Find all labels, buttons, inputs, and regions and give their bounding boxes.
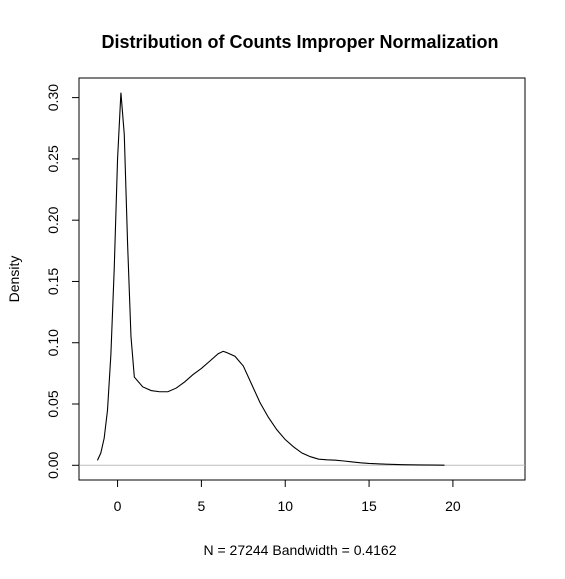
x-tick-label: 10 xyxy=(277,498,293,514)
x-axis-label: N = 27244 Bandwidth = 0.4162 xyxy=(203,542,396,558)
plot-frame xyxy=(78,77,526,481)
y-tick-label: 0.25 xyxy=(45,145,61,172)
y-axis-label: Density xyxy=(6,256,22,303)
x-tick-label: 15 xyxy=(361,498,377,514)
y-tick-label: 0.15 xyxy=(45,268,61,295)
y-tick-label: 0.00 xyxy=(45,451,61,478)
chart-title: Distribution of Counts Improper Normaliz… xyxy=(102,32,499,52)
y-tick-label: 0.10 xyxy=(45,329,61,356)
x-tick-label: 20 xyxy=(445,498,461,514)
y-tick-label: 0.30 xyxy=(45,84,61,111)
y-tick-label: 0.05 xyxy=(45,390,61,417)
density-series-line-0 xyxy=(96,92,445,466)
x-tick-label: 5 xyxy=(198,498,206,514)
y-tick-label: 0.20 xyxy=(45,206,61,233)
x-tick-label: 0 xyxy=(114,498,122,514)
